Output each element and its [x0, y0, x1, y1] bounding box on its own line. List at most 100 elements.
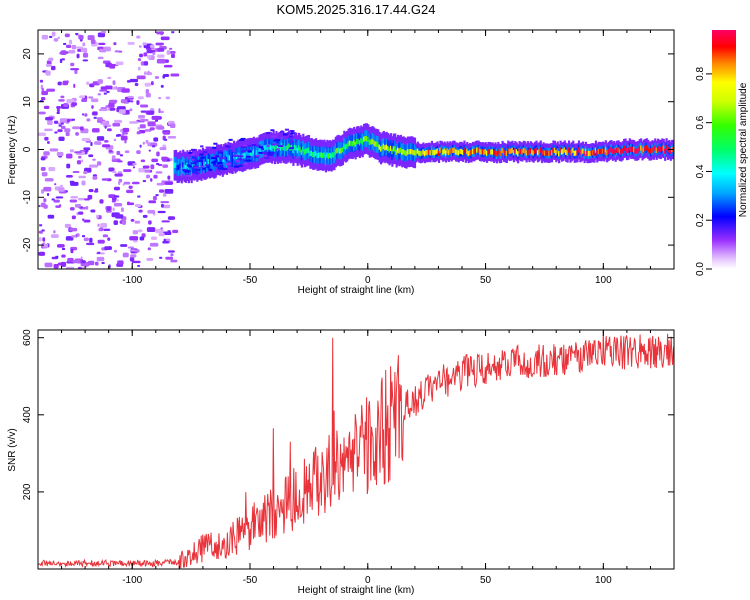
- ridge-blob: [205, 146, 212, 149]
- ridge-core: [560, 149, 564, 155]
- noise-speckle: [151, 158, 159, 163]
- ridge-core: [549, 150, 552, 156]
- noise-speckle: [149, 44, 155, 48]
- noise-speckle: [76, 160, 82, 165]
- ridge-core: [234, 155, 237, 161]
- ridge-blob: [246, 149, 252, 152]
- ridge-core: [190, 165, 193, 171]
- noise-speckle-strong: [103, 92, 107, 95]
- ridge-core: [481, 149, 484, 155]
- noise-speckle: [137, 229, 143, 233]
- noise-speckle: [170, 259, 178, 263]
- ridge-core: [295, 145, 298, 151]
- noise-speckle: [129, 257, 135, 262]
- ridge-core: [391, 148, 394, 155]
- ridge-core: [635, 148, 638, 154]
- ridge-core: [354, 141, 357, 147]
- noise-speckle: [112, 80, 116, 85]
- ridge-blob: [260, 148, 265, 151]
- noise-speckle: [123, 169, 132, 173]
- noise-speckle-strong: [155, 194, 159, 197]
- ridge-core: [519, 149, 523, 155]
- noise-speckle: [45, 70, 51, 76]
- ridge-core: [221, 158, 224, 165]
- ridge-core: [494, 149, 497, 155]
- ridge-core: [543, 150, 547, 156]
- ridge-blob: [202, 167, 206, 170]
- ridge-blob: [261, 152, 268, 155]
- noise-speckle: [44, 128, 53, 132]
- noise-speckle: [170, 73, 180, 77]
- ridge-core: [323, 152, 326, 158]
- noise-speckle-strong: [106, 91, 110, 94]
- noise-speckle: [146, 110, 155, 115]
- ridge-core: [640, 145, 643, 151]
- ridge-core: [444, 150, 448, 156]
- ridge-blob: [276, 148, 280, 151]
- noise-speckle-strong: [159, 256, 163, 259]
- ridge-blob: [235, 160, 240, 163]
- noise-speckle: [50, 65, 56, 71]
- noise-speckle: [162, 144, 167, 148]
- noise-speckle: [165, 96, 171, 100]
- noise-speckle: [139, 53, 143, 58]
- ridge-core: [439, 147, 442, 153]
- noise-speckle: [137, 58, 142, 62]
- ridge-core: [497, 148, 500, 155]
- ridge-core: [227, 154, 230, 160]
- ridge-core: [273, 146, 277, 152]
- noise-speckle: [129, 249, 136, 252]
- ridge-blob: [290, 132, 295, 135]
- ridge-core: [363, 136, 366, 142]
- ridge-blob: [214, 159, 218, 162]
- ridge-core: [594, 147, 597, 153]
- ridge-core: [641, 148, 644, 154]
- noise-speckle: [150, 81, 154, 86]
- ridge-core: [597, 148, 600, 155]
- ridge-blob: [183, 169, 189, 172]
- noise-speckle: [114, 249, 117, 253]
- noise-speckle: [93, 190, 99, 193]
- ridge-core: [470, 150, 473, 156]
- ridge-core: [394, 146, 397, 152]
- ridge-blob: [191, 153, 196, 156]
- noise-speckle: [137, 96, 144, 100]
- noise-speckle: [137, 264, 141, 267]
- noise-speckle: [111, 197, 117, 201]
- ridge-blob: [246, 159, 252, 162]
- noise-speckle: [98, 108, 108, 112]
- colorbar-tick-label: 0.4: [695, 164, 706, 178]
- noise-speckle: [67, 257, 74, 263]
- ridge-core: [430, 147, 434, 154]
- ridge-core: [460, 148, 463, 154]
- noise-speckle-strong: [127, 80, 131, 83]
- noise-speckle: [138, 45, 142, 48]
- noise-speckle: [65, 174, 73, 178]
- ridge-core: [313, 151, 316, 158]
- ridge-core: [580, 149, 583, 155]
- spectrogram-content: [38, 30, 674, 269]
- ridge-core: [512, 149, 516, 156]
- noise-speckle: [122, 220, 126, 225]
- snr-series-line: [38, 331, 674, 569]
- noise-speckle: [132, 230, 139, 235]
- noise-speckle-strong: [95, 188, 99, 191]
- noise-speckle: [160, 84, 164, 88]
- ridge-core: [471, 148, 475, 155]
- ridge-blob: [279, 130, 285, 133]
- ridge-core: [631, 146, 634, 152]
- ridge-core: [669, 148, 672, 154]
- ridge-core: [623, 145, 626, 152]
- ridge-core: [491, 149, 494, 155]
- noise-speckle: [71, 235, 77, 238]
- ridge-core: [252, 149, 255, 155]
- noise-speckle: [153, 174, 158, 179]
- noise-speckle: [88, 96, 94, 99]
- noise-speckle: [116, 150, 121, 156]
- ridge-core: [433, 150, 436, 156]
- x-tick-label: 100: [595, 275, 612, 286]
- noise-speckle: [92, 176, 98, 180]
- ridge-core: [532, 150, 535, 156]
- noise-speckle-strong: [41, 229, 45, 232]
- ridge-core: [531, 149, 534, 155]
